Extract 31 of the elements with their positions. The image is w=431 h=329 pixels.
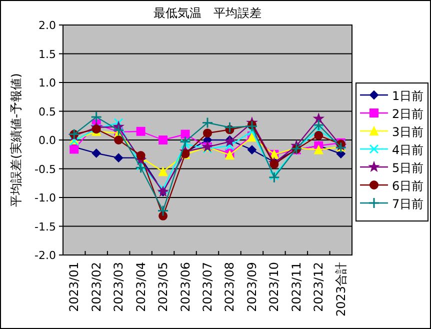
legend-label: 5日前 <box>392 161 424 175</box>
y-tick-label: -2.0 <box>34 249 56 262</box>
legend-label: 4日前 <box>392 143 424 157</box>
legend-label: 7日前 <box>392 197 424 211</box>
x-tick-label: 2023/11 <box>289 262 304 312</box>
y-tick-label: 2.0 <box>38 19 56 32</box>
y-tick-label: 1.5 <box>38 48 56 61</box>
x-tick-label: 2023/01 <box>67 262 82 312</box>
y-axis-title: 平均誤差(実績値-予報値) <box>9 73 23 207</box>
chart-title: 最低気温 平均誤差 <box>154 6 262 20</box>
x-tick-label: 2023/05 <box>156 262 170 312</box>
x-tick-label: 2023/04 <box>134 262 148 312</box>
x-tick-label: 2023/08 <box>222 262 237 312</box>
x-tick-label: 2023/07 <box>200 262 214 312</box>
x-tick-label: 2023/06 <box>178 262 192 312</box>
y-tick-label: 1.0 <box>38 76 56 90</box>
x-tick-label: 2023/12 <box>312 262 326 312</box>
x-tick-label: 2023/09 <box>244 262 259 312</box>
y-tick-label: -1.5 <box>34 220 56 234</box>
y-tick-label: -1.0 <box>34 192 56 204</box>
legend-label: 1日前 <box>392 89 424 103</box>
y-tick-label: -0.5 <box>34 162 56 176</box>
legend-label: 3日前 <box>392 125 424 139</box>
x-tick-label: 2023/03 <box>112 262 126 312</box>
legend-label: 2日前 <box>392 107 424 121</box>
x-tick-label: 2023/10 <box>267 262 282 312</box>
x-tick-label: 2023合計 <box>334 262 348 317</box>
legend-label: 6日前 <box>392 179 424 193</box>
y-tick-label: 0.0 <box>38 134 56 147</box>
y-tick-label: 0.5 <box>38 105 56 118</box>
x-tick-label: 2023/02 <box>89 262 104 312</box>
